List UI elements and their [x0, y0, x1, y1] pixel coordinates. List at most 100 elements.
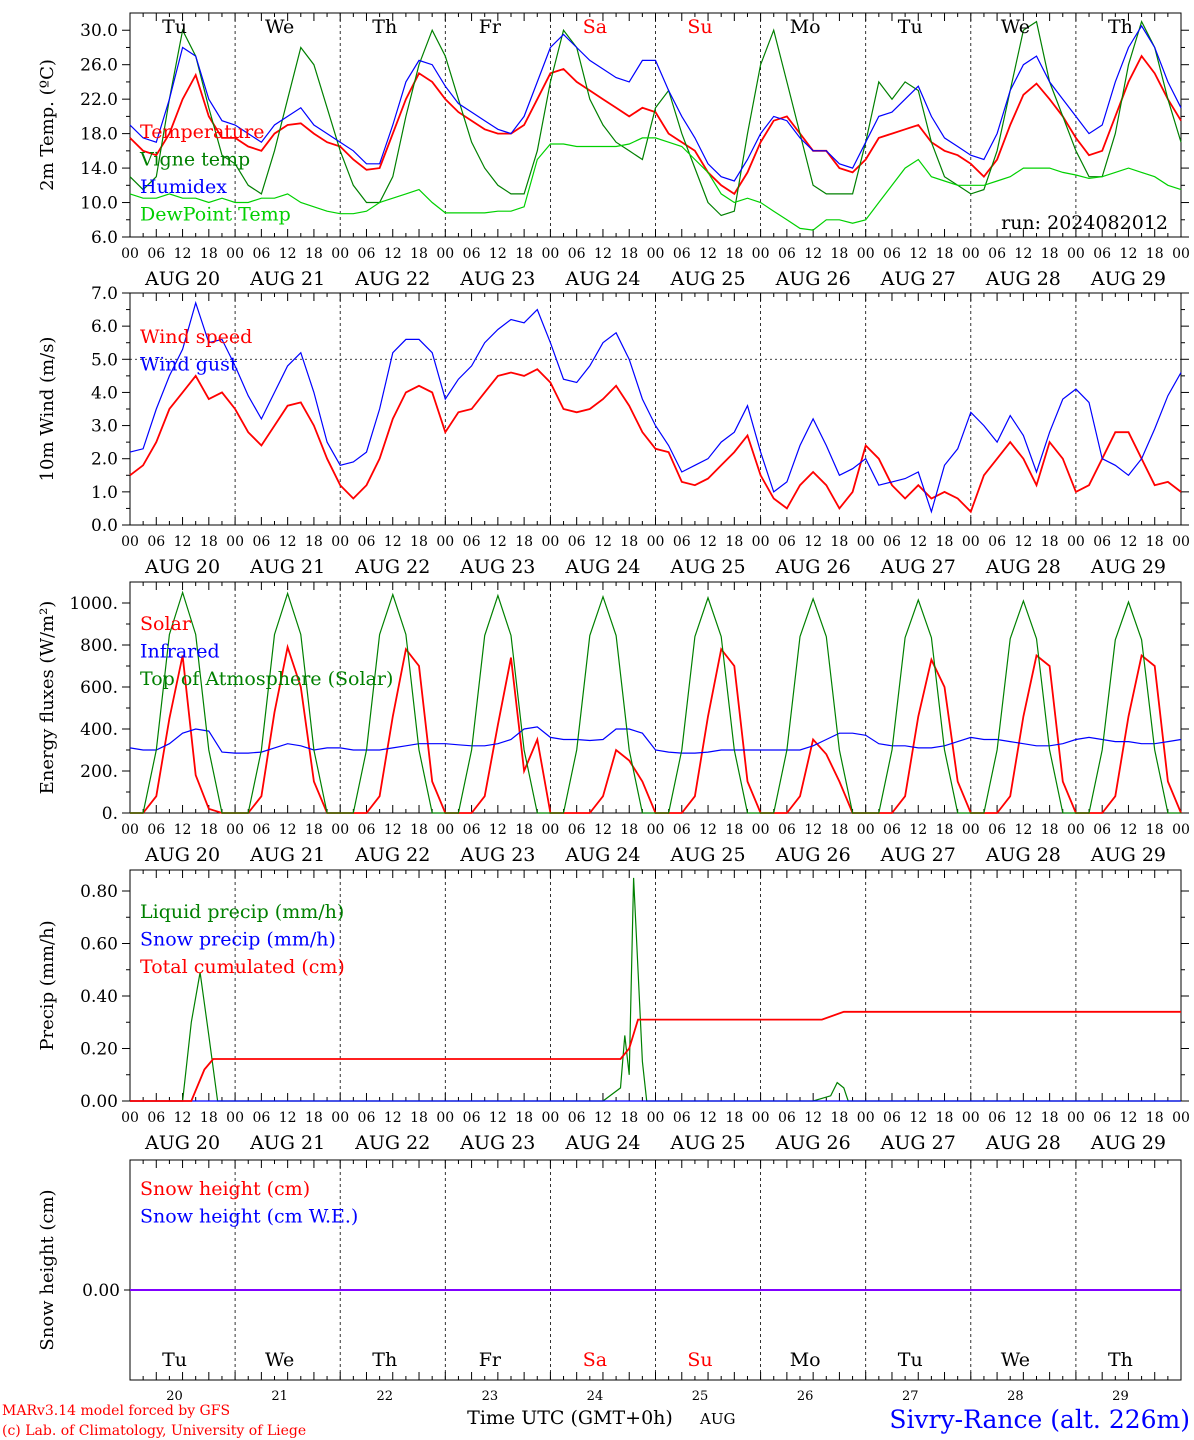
temp-hour-label: 06: [778, 246, 796, 262]
energy-hour-label: 12: [1120, 822, 1138, 838]
precip-hour-label: 18: [620, 1110, 638, 1126]
wind-hour-label: 06: [1093, 534, 1111, 550]
precip-hour-label: 06: [1093, 1110, 1111, 1126]
energy-hour-label: 00: [436, 822, 454, 838]
wind-hour-label: 00: [752, 534, 770, 550]
energy-ytick-label: 1000.: [69, 594, 118, 614]
day-label-bottom: Tu: [898, 1349, 923, 1371]
temp-hour-label: 06: [673, 246, 691, 262]
wind-date-label: AUG 29: [1090, 556, 1166, 578]
temp-hour-label: 12: [909, 246, 927, 262]
precip-hour-label: 00: [1067, 1110, 1085, 1126]
wind-date-label: AUG 20: [144, 556, 220, 578]
energy-hour-label: 00: [962, 822, 980, 838]
wind-hour-label: 00: [857, 534, 875, 550]
snow-legend-0: Snow height (cm): [140, 1178, 310, 1200]
precip-hour-label: 06: [988, 1110, 1006, 1126]
energy-date-label: AUG 29: [1090, 844, 1166, 866]
temp-series-2: [129, 24, 1182, 182]
temp-legend-0: Temperature: [140, 121, 264, 143]
energy-hour-label: 18: [410, 822, 428, 838]
energy-hour-label: 18: [725, 822, 743, 838]
wind-hour-label: 12: [489, 534, 507, 550]
wind-hour-label: 06: [147, 534, 165, 550]
energy-hour-label: 12: [909, 822, 927, 838]
wind-hour-label: 12: [1014, 534, 1032, 550]
energy-hour-label: 00: [1067, 822, 1085, 838]
precip-ytick-label: 0.60: [80, 935, 118, 955]
temp-hour-label: 18: [936, 246, 954, 262]
energy-hour-label: 12: [174, 822, 192, 838]
energy-hour-label: 00: [647, 822, 665, 838]
energy-hour-label: 00: [1172, 822, 1190, 838]
precip-hour-label: 06: [358, 1110, 376, 1126]
temp-hour-label: 12: [279, 246, 297, 262]
energy-series-2: [130, 590, 1181, 814]
energy-hour-label: 06: [358, 822, 376, 838]
day-label-top: Th: [372, 16, 397, 38]
temp-date-label: AUG 21: [249, 268, 325, 290]
temp-hour-label: 00: [1067, 246, 1085, 262]
precip-hour-label: 12: [279, 1110, 297, 1126]
temp-series-0: [129, 54, 1182, 196]
precip-legend-1: Snow precip (mm/h): [140, 929, 336, 951]
energy-date-label: AUG 26: [775, 844, 851, 866]
temp-hour-label: 06: [252, 246, 270, 262]
temp-hour-label: 00: [331, 246, 349, 262]
energy-date-label: AUG 24: [564, 844, 640, 866]
precip-ytick-label: 0.80: [80, 882, 118, 902]
temp-hour-label: 12: [174, 246, 192, 262]
precip-hour-label: 18: [410, 1110, 428, 1126]
day-label-top: Fr: [479, 16, 502, 38]
wind-date-label: AUG 27: [880, 556, 956, 578]
energy-hour-label: 12: [489, 822, 507, 838]
temp-hour-label: 12: [489, 246, 507, 262]
wind-hour-label: 12: [384, 534, 402, 550]
wind-hour-label: 18: [200, 534, 218, 550]
energy-hour-label: 18: [305, 822, 323, 838]
day-label-top: Tu: [898, 16, 923, 38]
precip-series-0: [130, 877, 1181, 1102]
precip-hour-label: 18: [936, 1110, 954, 1126]
wind-hour-label: 00: [962, 534, 980, 550]
wind-hour-label: 12: [279, 534, 297, 550]
run-label: run: 2024082012: [1001, 212, 1168, 234]
temp-hour-label: 00: [541, 246, 559, 262]
precip-hour-label: 06: [147, 1110, 165, 1126]
wind-hour-label: 00: [226, 534, 244, 550]
energy-hour-label: 12: [1014, 822, 1032, 838]
energy-date-label: AUG 23: [459, 844, 535, 866]
precip-date-label: AUG 27: [880, 1132, 956, 1154]
day-number-label: 26: [797, 1389, 814, 1404]
precip-hour-label: 12: [384, 1110, 402, 1126]
xaxis-month: AUG: [699, 1410, 735, 1428]
precip-ylabel: Precip (mm/h): [37, 920, 58, 1050]
energy-hour-label: 18: [1041, 822, 1059, 838]
wind-hour-label: 00: [436, 534, 454, 550]
temp-hour-label: 12: [699, 246, 717, 262]
day-label-top: Tu: [162, 16, 187, 38]
wind-hour-label: 06: [252, 534, 270, 550]
wind-ytick-label: 2.0: [91, 450, 118, 470]
energy-hour-label: 18: [831, 822, 849, 838]
precip-date-label: AUG 24: [564, 1132, 640, 1154]
temp-ytick-label: 10.0: [80, 194, 118, 214]
precip-hour-label: 00: [226, 1110, 244, 1126]
energy-series-1: [129, 726, 1182, 754]
snow-legend-1: Snow height (cm W.E.): [140, 1206, 358, 1228]
day-label-top: Su: [687, 16, 712, 38]
temp-hour-label: 06: [883, 246, 901, 262]
precip-legend-2: Total cumulated (cm): [140, 956, 345, 978]
precip-date-label: AUG 21: [249, 1132, 325, 1154]
energy-hour-label: 00: [121, 822, 139, 838]
wind-hour-label: 12: [909, 534, 927, 550]
temp-ylabel: 2m Temp. (ºC): [37, 59, 58, 191]
wind-hour-label: 06: [883, 534, 901, 550]
temp-hour-label: 18: [305, 246, 323, 262]
energy-hour-label: 12: [384, 822, 402, 838]
precip-date-label: AUG 25: [669, 1132, 745, 1154]
wind-ytick-label: 4.0: [91, 383, 118, 403]
wind-hour-label: 06: [358, 534, 376, 550]
wind-hour-label: 18: [1146, 534, 1164, 550]
